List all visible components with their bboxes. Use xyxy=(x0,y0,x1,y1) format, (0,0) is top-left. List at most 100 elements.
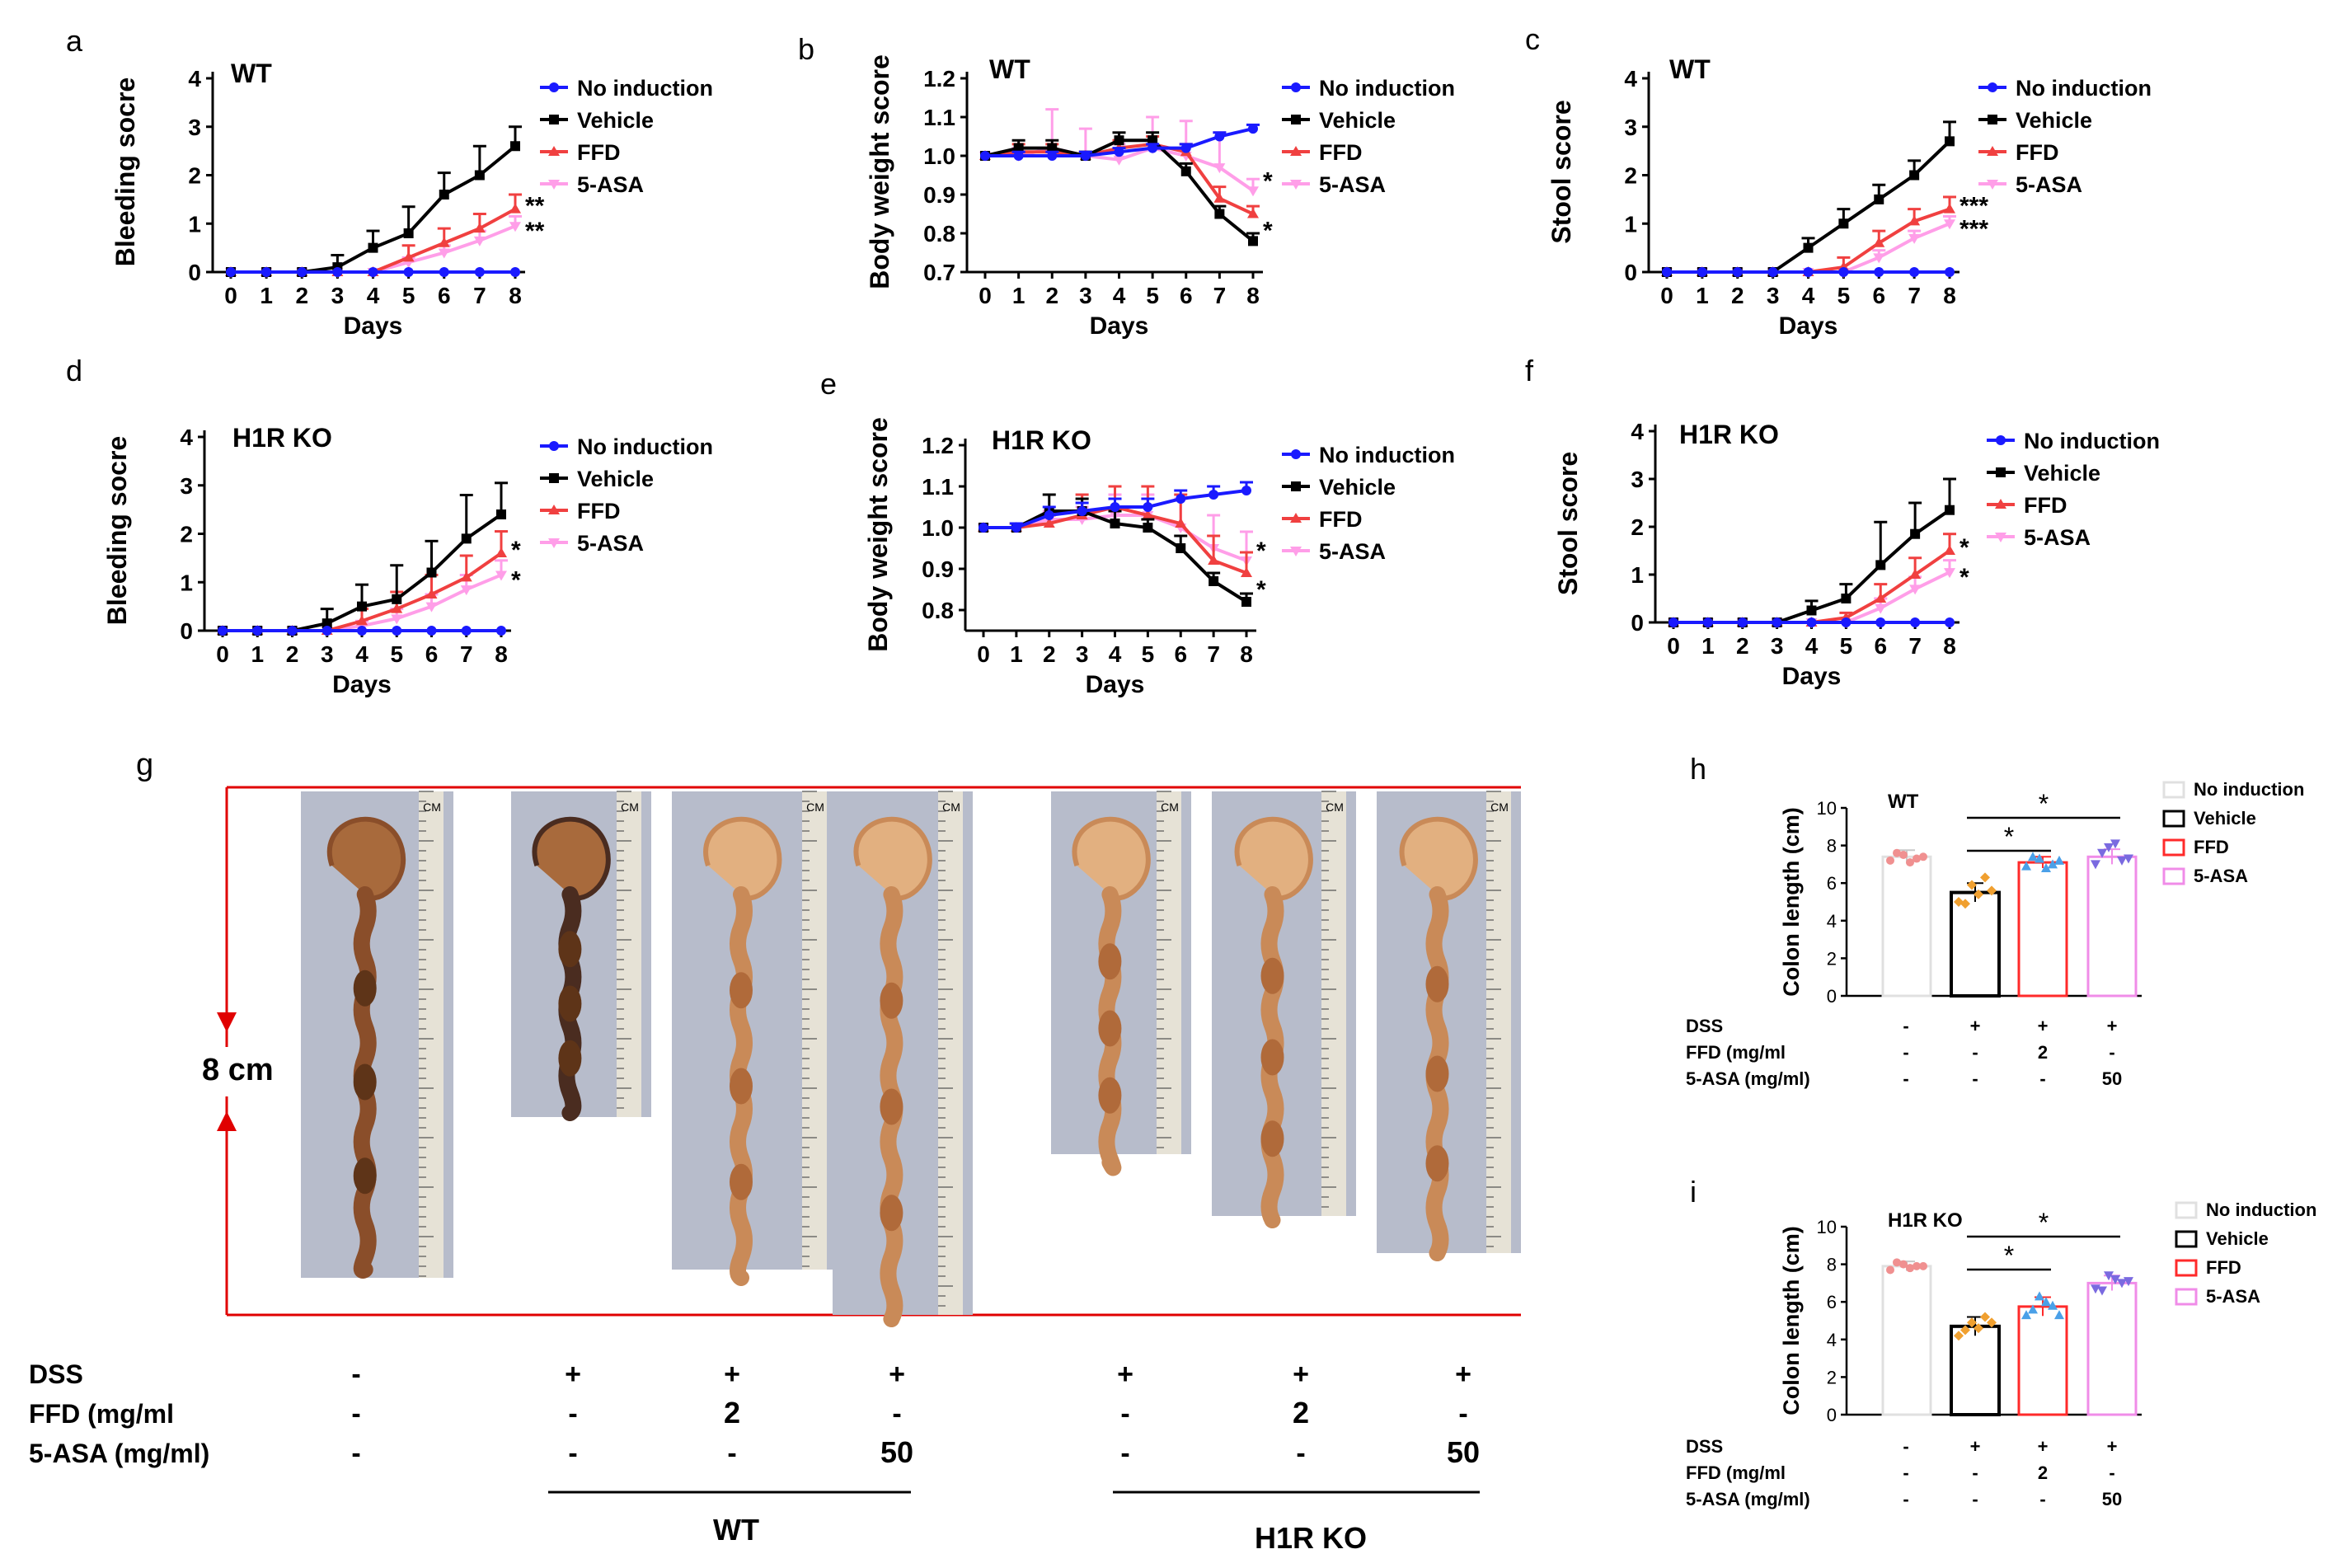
x-tick-label: 6 xyxy=(438,283,451,308)
data-point xyxy=(1893,848,1901,857)
x-tick-label: 3 xyxy=(1076,641,1089,667)
panel-letter-d: d xyxy=(66,354,82,387)
data-point xyxy=(356,615,368,626)
data-point xyxy=(1209,576,1219,586)
stool-pellet xyxy=(1260,957,1284,994)
data-point xyxy=(1248,124,1258,134)
chart-title: H1R KO xyxy=(232,423,332,453)
panel-letter-f: f xyxy=(1525,354,1534,387)
significance-mark: * xyxy=(2004,822,2014,852)
x-tick-label: 1 xyxy=(1010,641,1023,667)
data-point xyxy=(1910,528,1921,539)
data-point xyxy=(1886,856,1894,865)
stool-pellet xyxy=(558,1040,582,1077)
data-point xyxy=(368,267,378,277)
data-point xyxy=(1945,617,1955,627)
data-point xyxy=(2041,1297,2051,1307)
y-tick-label: 8 xyxy=(1827,1255,1837,1275)
legend-marker xyxy=(548,146,560,156)
y-tick-label: 4 xyxy=(1827,1330,1837,1350)
stool-pellet xyxy=(1098,943,1122,980)
y-tick-label: 0 xyxy=(188,260,201,285)
data-point xyxy=(1142,509,1154,519)
y-tick-label: 0.8 xyxy=(923,221,955,246)
cell: - xyxy=(1903,1042,1908,1063)
row-label: DSS xyxy=(1686,1436,1723,1457)
data-point xyxy=(1247,186,1259,197)
data-point xyxy=(1873,237,1885,247)
data-point xyxy=(510,267,520,277)
colon-photo-3: CM xyxy=(672,791,837,1286)
data-point xyxy=(1875,560,1886,570)
x-tick-label: 5 xyxy=(390,641,403,667)
stool-pellet xyxy=(1098,1010,1122,1047)
condition-table: DSS - + + + FFD (mg/ml - - 2 - 5-ASA (mg/ml) - - - 50 xyxy=(1686,1016,2122,1089)
x-tick-label: 1 xyxy=(1701,633,1715,659)
x-tick-label: 7 xyxy=(1908,633,1922,659)
data-point xyxy=(1247,208,1259,218)
cell: - xyxy=(568,1398,577,1430)
legend-label: No induction xyxy=(2016,76,2152,101)
data-point xyxy=(321,626,332,636)
x-tick-label: 1 xyxy=(251,641,264,667)
cell: 50 xyxy=(2102,1489,2122,1509)
x-tick-label: 2 xyxy=(286,641,299,667)
cell: - xyxy=(1903,1016,1908,1036)
data-point xyxy=(439,267,449,277)
data-point xyxy=(1960,899,1970,909)
data-point xyxy=(2054,855,2064,865)
x-axis-label: Days xyxy=(332,671,392,698)
x-tick-label: 8 xyxy=(495,641,508,667)
row-label: FFD (mg/ml xyxy=(1686,1042,1786,1063)
data-point xyxy=(1945,267,1955,277)
data-point xyxy=(1980,1312,1990,1322)
data-point xyxy=(1180,166,1191,176)
data-point xyxy=(460,571,472,582)
data-point xyxy=(438,248,450,259)
legend-marker xyxy=(1291,481,1301,491)
y-tick-label: 2 xyxy=(188,163,201,189)
legend-marker xyxy=(1995,533,2006,542)
data-point xyxy=(368,242,378,253)
data-point xyxy=(1908,215,1921,226)
y-tick-label: 2 xyxy=(1827,1367,1837,1387)
data-point xyxy=(2048,1300,2058,1310)
legend-marker xyxy=(1988,115,1997,124)
legend-marker xyxy=(1291,115,1301,124)
data-point xyxy=(1886,1265,1894,1275)
chart-e: e 0.8 0.9 1.0 1.1 1.2 0 1 2 3 4 5 6 7 8 Days Body weight… xyxy=(820,367,1455,698)
y-tick-label: 3 xyxy=(188,115,201,140)
ruler-label: CM xyxy=(423,800,441,814)
data-point xyxy=(2110,1275,2120,1284)
data-point xyxy=(1919,852,1927,861)
data-point xyxy=(1176,494,1186,504)
data-point xyxy=(473,236,486,246)
legend-marker xyxy=(1995,499,2006,509)
data-point xyxy=(1011,523,1021,533)
chart-title: WT xyxy=(1888,791,1919,813)
data-point xyxy=(1176,543,1186,553)
legend-label: No induction xyxy=(2024,429,2160,453)
cell: 2 xyxy=(2038,1462,2048,1483)
x-tick-label: 1 xyxy=(1012,283,1026,308)
data-point xyxy=(1214,131,1225,142)
cell: - xyxy=(1972,1462,1978,1483)
data-point xyxy=(287,626,298,636)
legend-label: Vehicle xyxy=(577,108,654,133)
data-point xyxy=(1974,1323,1983,1334)
data-point xyxy=(1080,151,1091,161)
data-point xyxy=(426,626,437,636)
bar xyxy=(2017,861,2068,998)
data-point xyxy=(1944,545,1955,555)
data-point xyxy=(2097,848,2107,858)
colon-photo-7: CM xyxy=(1377,791,1521,1261)
data-point xyxy=(1806,605,1817,616)
bar xyxy=(2086,1281,2138,1416)
cecum xyxy=(532,816,611,901)
data-point xyxy=(2124,854,2133,864)
bar-vehicle xyxy=(1950,1312,2001,1416)
x-axis-label: Days xyxy=(1090,312,1149,340)
ruler xyxy=(1486,791,1511,1253)
ruler-label: CM xyxy=(942,800,960,814)
